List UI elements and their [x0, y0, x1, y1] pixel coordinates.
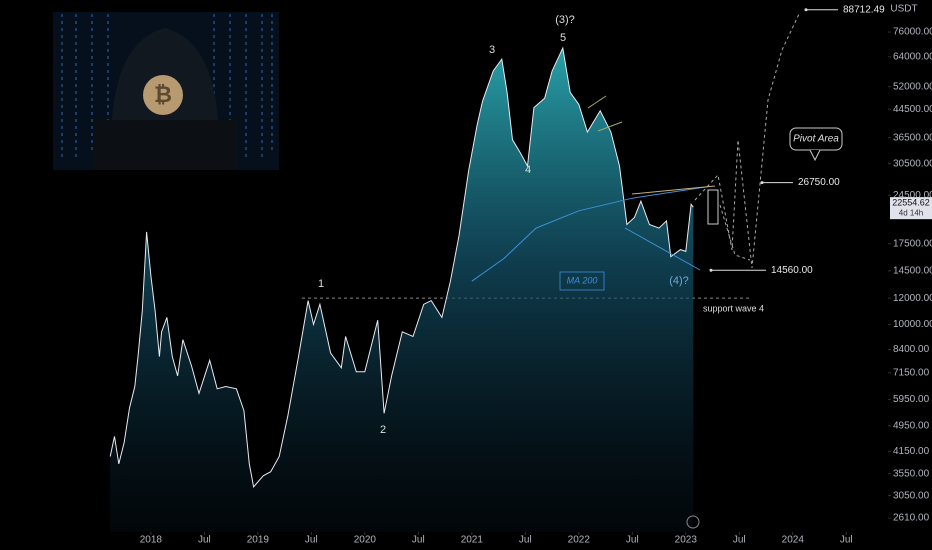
y-tick-label: 52000.00 [893, 81, 932, 92]
pivot-box [707, 189, 719, 225]
x-tick-label: 2020 [354, 535, 377, 546]
level-label: 88712.49 [843, 4, 885, 15]
x-tick-label: Jul [733, 535, 746, 546]
callout-text: Pivot Area [793, 134, 839, 145]
svg-text:₿: ₿ [154, 82, 172, 107]
x-tick-label: 2024 [782, 535, 805, 546]
x-tick-label: 2023 [675, 535, 698, 546]
wave-label: (4)? [669, 275, 689, 287]
y-tick-label: 36500.00 [893, 132, 932, 143]
price-area [110, 48, 694, 532]
price-tag-value: 22554.62 [892, 198, 930, 208]
wave-label: (3)? [555, 14, 575, 26]
level-dot [709, 268, 713, 272]
y-tick-label: 8400.00 [893, 344, 930, 355]
wave-label: 5 [560, 32, 566, 44]
wave-label: 1 [318, 278, 324, 290]
wave-label: 4 [525, 164, 531, 176]
ma-line [471, 186, 708, 282]
y-tick-label: 3550.00 [893, 468, 930, 479]
x-tick-label: Jul [412, 535, 425, 546]
y-tick-label: 44500.00 [893, 104, 932, 115]
ma-label: MA 200 [567, 275, 598, 285]
level-label: 14560.00 [771, 265, 813, 276]
x-tick-label: 2018 [140, 535, 163, 546]
y-tick-label: 7150.00 [893, 367, 930, 378]
y-tick-label: 2610.00 [893, 513, 930, 524]
wave-label: 2 [380, 424, 386, 436]
x-tick-label: Jul [519, 535, 532, 546]
ma-label-box [559, 271, 605, 291]
support-label: support wave 4 [703, 304, 764, 314]
level-dot [804, 8, 808, 12]
y-tick-label: 10000.00 [893, 319, 932, 330]
y-tick-label: 76000.00 [893, 27, 932, 38]
y-tick-label: 4950.00 [893, 420, 930, 431]
y-tick-label: 3050.00 [893, 490, 930, 501]
x-tick-label: 2022 [568, 535, 591, 546]
level-dot [760, 181, 764, 185]
currency-label: USDT [890, 4, 917, 15]
x-tick-label: 2019 [247, 535, 270, 546]
x-tick-label: Jul [626, 535, 639, 546]
y-tick-label: 17500.00 [893, 238, 932, 249]
y-tick-label: 24500.00 [893, 190, 932, 201]
hacker-image: ₿ [53, 12, 279, 170]
price-tag [890, 197, 932, 220]
y-tick-label: 64000.00 [893, 51, 932, 62]
pivot-callout: Pivot Area [789, 127, 843, 162]
y-tick-label: 30500.00 [893, 158, 932, 169]
projection [694, 11, 801, 269]
x-tick-label: 2021 [461, 535, 484, 546]
y-tick-label: 12000.00 [893, 293, 932, 304]
price-line [109, 46, 694, 489]
price-tag-countdown: 4d 14h [899, 208, 923, 217]
y-tick-label: 14500.00 [893, 266, 932, 277]
x-tick-label: Jul [305, 535, 318, 546]
y-tick-label: 4150.00 [893, 446, 930, 457]
trend-lines [587, 95, 716, 271]
wave-label: 3 [489, 44, 495, 56]
level-label: 26750.00 [798, 177, 840, 188]
y-tick-label: 5950.00 [893, 394, 930, 405]
event-icon [686, 515, 700, 529]
x-tick-label: Jul [198, 535, 211, 546]
x-tick-label: Jul [840, 535, 853, 546]
